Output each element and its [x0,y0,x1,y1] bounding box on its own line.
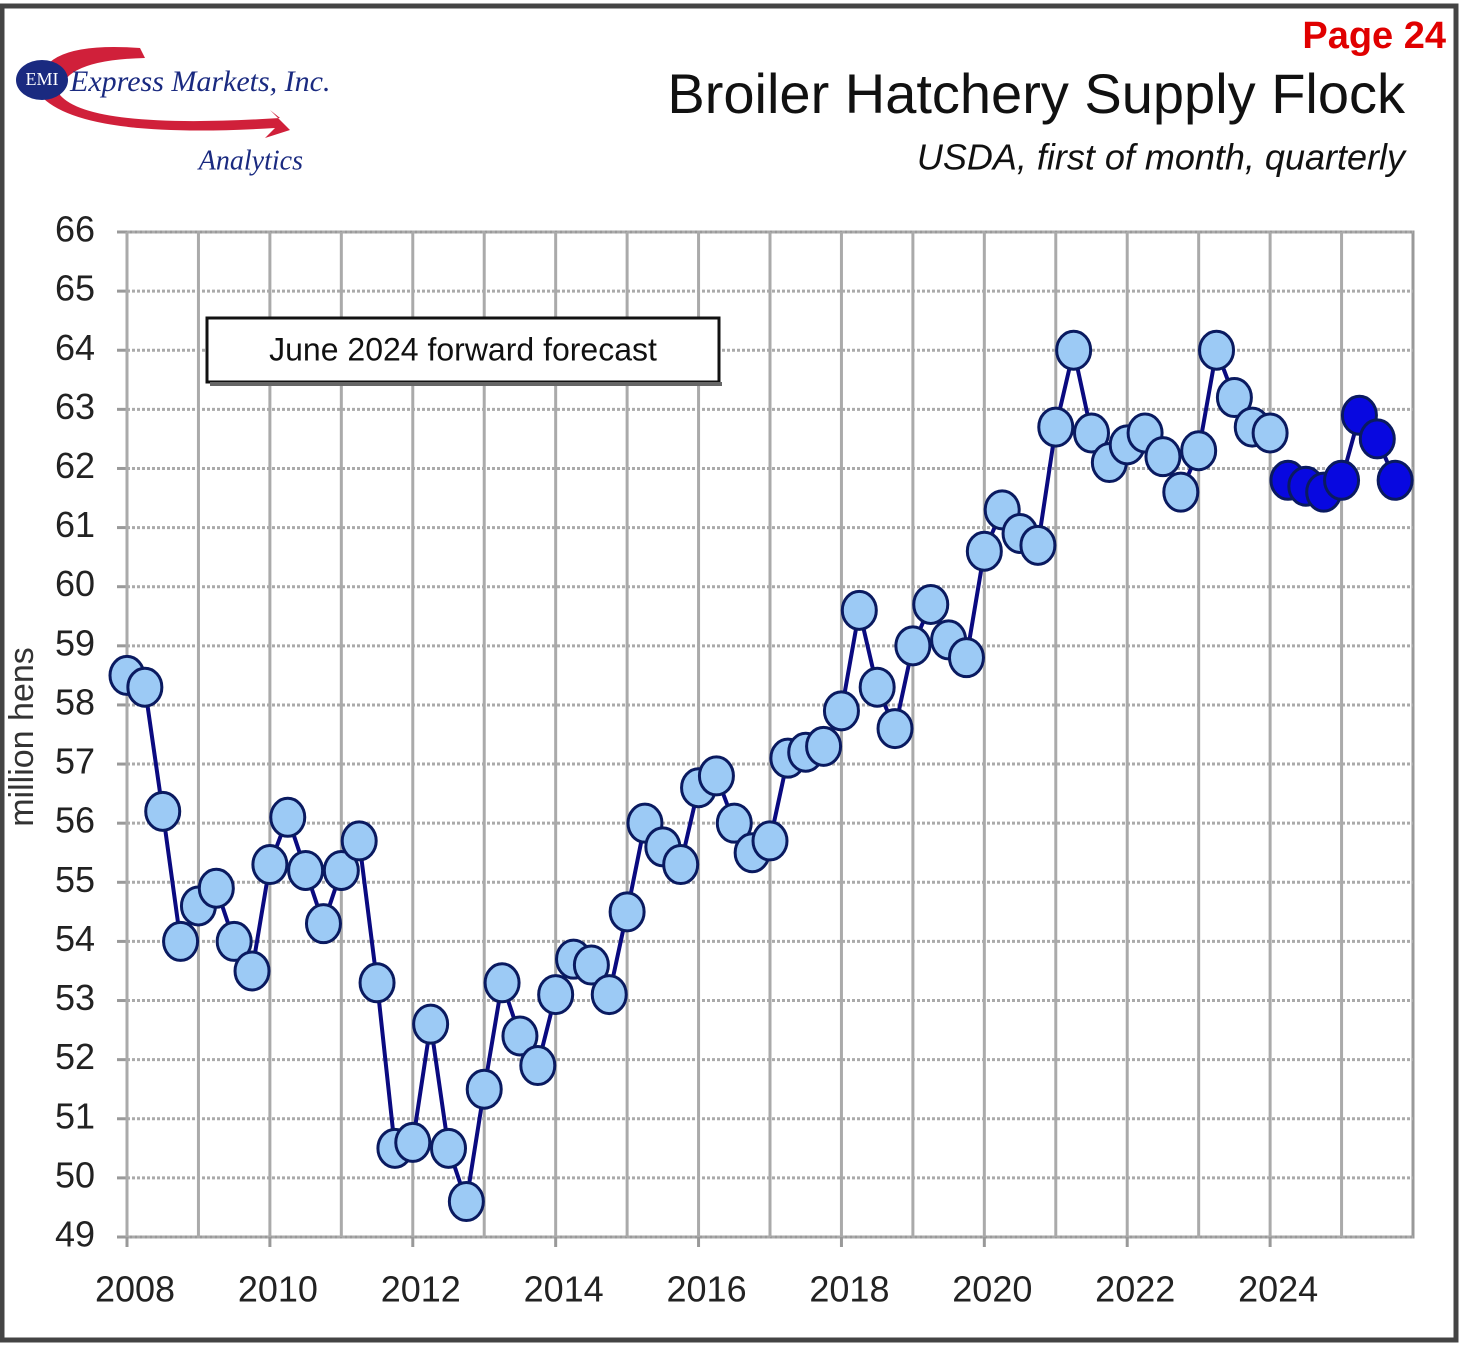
x-tick-label: 2020 [952,1269,1032,1310]
data-point [1180,430,1218,472]
annotation: June 2024 forward forecast [269,331,657,367]
chart-title: Broiler Hatchery Supply Flock [667,62,1406,125]
logo-badge-text: EMI [26,69,59,89]
x-tick-label: 2024 [1238,1269,1318,1310]
y-tick-label: 54 [55,918,95,959]
data-point [590,974,628,1016]
y-tick-label: 58 [55,681,95,722]
data-point [965,530,1003,572]
x-tick-label: 2018 [809,1269,889,1310]
data-point [430,1127,467,1169]
data-point [233,950,271,992]
data-point [840,589,878,631]
data-point [269,796,307,838]
y-tick-label: 50 [55,1154,95,1195]
logo-badge [16,60,68,100]
data-point [447,1181,485,1223]
data-point [1358,418,1396,460]
data-point [805,725,843,767]
y-tick-label: 52 [55,1036,95,1077]
data-point [537,974,575,1016]
data-point [144,790,182,832]
data-point [1215,377,1253,419]
data-point [394,1121,432,1163]
y-tick-label: 66 [55,209,95,250]
y-tick-label: 60 [55,563,95,604]
data-point [1376,459,1414,501]
y-tick-label: 59 [55,622,95,663]
logo-name: Express Markets, Inc. [69,65,330,98]
data-point [822,690,860,732]
data-point [251,844,289,886]
annotation-box [205,316,721,384]
x-tick-label: 2012 [381,1269,461,1310]
y-tick-label: 63 [55,386,95,427]
data-point [1323,459,1361,501]
data-point [501,1015,539,1057]
data-point [412,1003,450,1045]
plot-area: 49 50 51 52 53 54 55 56 57 58 59 60 61 62 63 64 65 66 2008… [55,209,1415,1310]
data-point [358,962,396,1004]
data-point [608,891,646,933]
data-point [1019,524,1057,566]
data-point [340,820,378,862]
x-tick-label: 2010 [238,1269,318,1310]
data-point [876,708,914,750]
data-point [287,849,325,891]
data-point [1073,412,1110,454]
y-tick-label: 56 [55,800,95,841]
data-point [465,1068,503,1110]
data-point [197,867,235,909]
data-point [697,755,735,797]
y-tick-label: 49 [55,1214,95,1255]
data-point [947,637,985,679]
data-point [322,849,360,891]
data-point [304,903,342,945]
data-point [1037,406,1075,448]
data-point [215,920,253,962]
data-point [858,666,896,708]
data-point [126,666,164,708]
data-point [572,944,610,986]
logo-swoosh [39,46,290,138]
data-point [1055,329,1093,371]
x-tick-label: 2016 [667,1269,747,1310]
x-tick-label: 2022 [1095,1269,1175,1310]
data-point [483,962,521,1004]
y-tick-label: 51 [55,1095,95,1136]
data-point [519,1045,557,1087]
data-point [662,844,700,886]
y-tick-label: 55 [55,859,95,900]
y-tick-label: 62 [55,445,95,486]
x-tick-label: 2014 [524,1269,604,1310]
y-tick-label: 65 [55,268,95,309]
page-label: Page 24 [1302,15,1446,57]
y-tick-label: 64 [55,327,95,368]
logo-sub: Analytics [197,145,303,176]
chart-subtitle: USDA, first of month, quarterly [917,137,1407,178]
x-tick-label: 2008 [95,1269,175,1310]
data-point [1251,412,1289,454]
data-point [162,920,200,962]
data-point [1198,329,1236,371]
y-tick-label: 57 [55,741,95,782]
y-axis-label: million hens [3,647,41,827]
data-point [912,583,950,625]
y-tick-label: 61 [55,504,95,545]
data-point [751,820,789,862]
y-tick-label: 53 [55,977,95,1018]
data-point [1144,436,1182,478]
data-point [894,625,932,667]
data-point [715,802,753,844]
data-point [1162,471,1200,513]
